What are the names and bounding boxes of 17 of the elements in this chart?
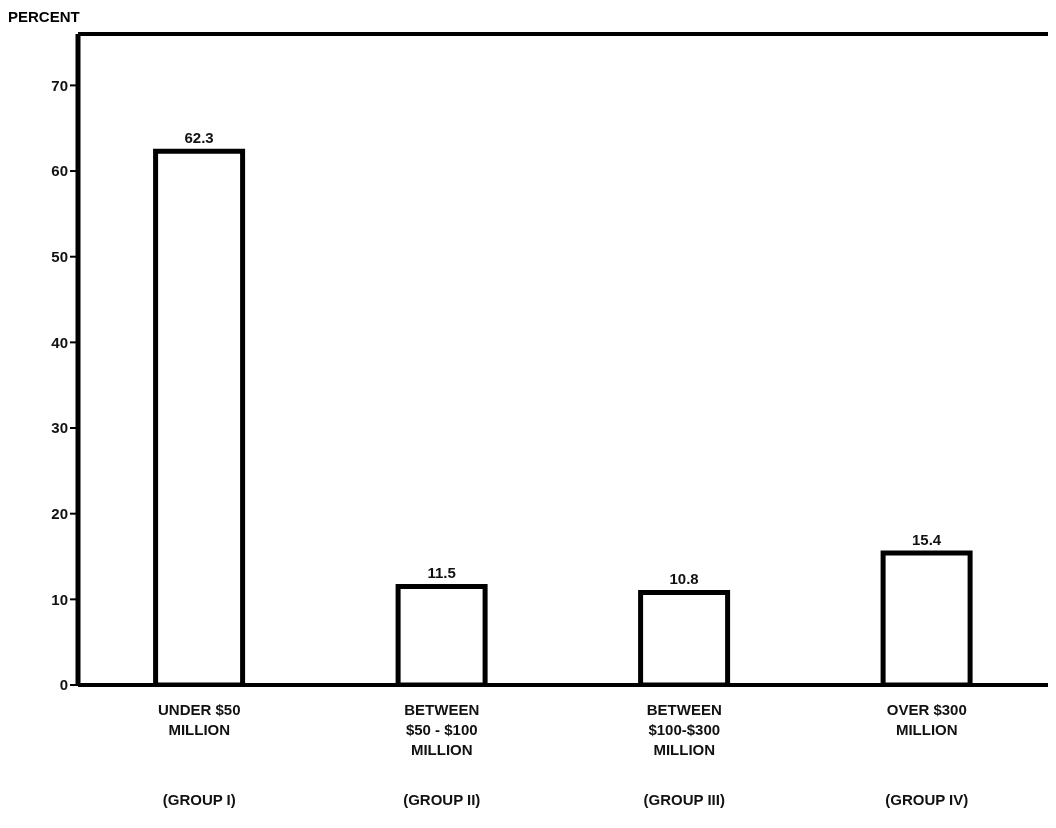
y-axis-title: PERCENT bbox=[8, 8, 80, 25]
y-tick-label: 20 bbox=[51, 505, 68, 523]
y-tick-label: 60 bbox=[51, 162, 68, 180]
category-label: OVER $300 MILLION (GROUP IV) bbox=[885, 701, 969, 808]
y-tick-label: 40 bbox=[51, 333, 68, 351]
data-label: 15.4 bbox=[912, 531, 942, 549]
data-label: 10.8 bbox=[669, 570, 699, 588]
y-tick-label: 30 bbox=[51, 419, 68, 437]
y-tick-label: 50 bbox=[51, 248, 68, 266]
data-label: 62.3 bbox=[184, 129, 214, 147]
category-label: UNDER $50 MILLION (GROUP I) bbox=[157, 701, 241, 808]
y-tick-label: 0 bbox=[59, 676, 68, 694]
category-label: BETWEEN $50 - $100 MILLION (GROUP II) bbox=[403, 701, 481, 808]
y-tick-label: 70 bbox=[51, 76, 68, 94]
y-tick-label: 10 bbox=[51, 590, 68, 608]
category-label: BETWEEN $100-$300 MILLION (GROUP III) bbox=[643, 701, 725, 808]
data-label: 11.5 bbox=[427, 564, 456, 582]
